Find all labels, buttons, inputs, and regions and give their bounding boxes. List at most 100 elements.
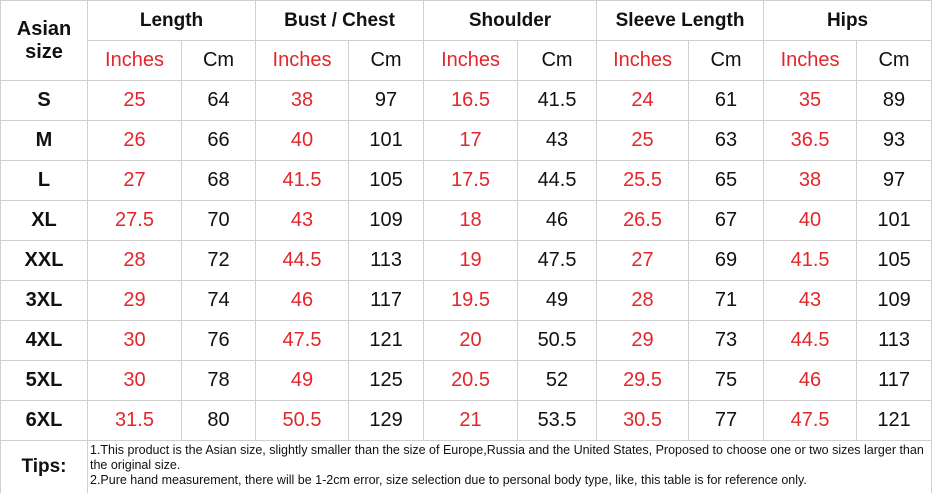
value-cell: 17.5 bbox=[423, 160, 519, 201]
tip-line: 1.This product is the Asian size, slight… bbox=[90, 443, 924, 472]
value-cell: 29 bbox=[596, 320, 690, 361]
tips-text: 1.This product is the Asian size, slight… bbox=[86, 440, 933, 493]
value-cell: 47.5 bbox=[763, 400, 858, 441]
tips-label: Tips: bbox=[0, 440, 88, 493]
group-header: Bust / Chest bbox=[255, 0, 425, 41]
value-cell: 109 bbox=[856, 280, 933, 321]
value-cell: 26 bbox=[87, 120, 182, 161]
size-cell: 6XL bbox=[0, 400, 88, 441]
value-cell: 46 bbox=[255, 280, 350, 321]
value-cell: 21 bbox=[423, 400, 519, 441]
value-cell: 73 bbox=[688, 320, 765, 361]
size-cell: 4XL bbox=[0, 320, 88, 361]
value-cell: 44.5 bbox=[517, 160, 598, 201]
value-cell: 74 bbox=[180, 280, 257, 321]
size-cell: M bbox=[0, 120, 88, 161]
value-cell: 27 bbox=[87, 160, 182, 201]
value-cell: 40 bbox=[255, 120, 350, 161]
value-cell: 53.5 bbox=[517, 400, 598, 441]
value-cell: 43 bbox=[517, 120, 598, 161]
group-header: Hips bbox=[763, 0, 933, 41]
value-cell: 129 bbox=[348, 400, 425, 441]
value-cell: 117 bbox=[856, 360, 933, 401]
value-cell: 89 bbox=[856, 80, 933, 121]
value-cell: 27.5 bbox=[87, 200, 182, 241]
value-cell: 35 bbox=[763, 80, 858, 121]
value-cell: 16.5 bbox=[423, 80, 519, 121]
value-cell: 68 bbox=[180, 160, 257, 201]
data-row: XXL 28 72 44.5 113 19 47.5 27 69 41.5 105 bbox=[0, 240, 933, 281]
unit-header: Cm bbox=[180, 40, 257, 81]
group-header: Shoulder bbox=[423, 0, 598, 41]
data-row: 5XL 30 78 49 125 20.5 52 29.5 75 46 117 bbox=[0, 360, 933, 401]
unit-header: Inches bbox=[255, 40, 350, 81]
value-cell: 40 bbox=[763, 200, 858, 241]
value-cell: 20 bbox=[423, 320, 519, 361]
value-cell: 101 bbox=[348, 120, 425, 161]
value-cell: 30 bbox=[87, 360, 182, 401]
value-cell: 50.5 bbox=[517, 320, 598, 361]
value-cell: 49 bbox=[517, 280, 598, 321]
value-cell: 63 bbox=[688, 120, 765, 161]
data-row: XL 27.5 70 43 109 18 46 26.5 67 40 101 bbox=[0, 200, 933, 241]
value-cell: 52 bbox=[517, 360, 598, 401]
value-cell: 71 bbox=[688, 280, 765, 321]
value-cell: 69 bbox=[688, 240, 765, 281]
size-cell: XL bbox=[0, 200, 88, 241]
value-cell: 117 bbox=[348, 280, 425, 321]
value-cell: 66 bbox=[180, 120, 257, 161]
value-cell: 25 bbox=[596, 120, 690, 161]
header-row: Asian size Length Bust / Chest Shoulder Slee… bbox=[0, 0, 933, 81]
value-cell: 30 bbox=[87, 320, 182, 361]
data-row: 6XL 31.5 80 50.5 129 21 53.5 30.5 77 47.5 121 bbox=[0, 400, 933, 441]
value-cell: 77 bbox=[688, 400, 765, 441]
group-header: Length bbox=[86, 0, 257, 41]
value-cell: 43 bbox=[255, 200, 350, 241]
group-header: Sleeve Length bbox=[596, 0, 765, 41]
tips-row: Tips: 1.This product is the Asian size, s… bbox=[0, 440, 933, 493]
value-cell: 113 bbox=[856, 320, 933, 361]
value-cell: 70 bbox=[180, 200, 257, 241]
value-cell: 101 bbox=[856, 200, 933, 241]
value-cell: 65 bbox=[688, 160, 765, 201]
size-cell: XXL bbox=[0, 240, 88, 281]
value-cell: 36.5 bbox=[763, 120, 858, 161]
value-cell: 43 bbox=[763, 280, 858, 321]
value-cell: 41.5 bbox=[763, 240, 858, 281]
value-cell: 20.5 bbox=[423, 360, 519, 401]
unit-header: Cm bbox=[688, 40, 765, 81]
size-cell: S bbox=[0, 80, 88, 121]
tip-line: 2.Pure hand measurement, there will be 1… bbox=[90, 473, 807, 487]
unit-header: Inches bbox=[596, 40, 690, 81]
value-cell: 97 bbox=[856, 160, 933, 201]
value-cell: 41.5 bbox=[255, 160, 350, 201]
value-cell: 28 bbox=[87, 240, 182, 281]
value-cell: 47.5 bbox=[517, 240, 598, 281]
value-cell: 27 bbox=[596, 240, 690, 281]
value-cell: 24 bbox=[596, 80, 690, 121]
value-cell: 19.5 bbox=[423, 280, 519, 321]
value-cell: 121 bbox=[348, 320, 425, 361]
value-cell: 25.5 bbox=[596, 160, 690, 201]
value-cell: 18 bbox=[423, 200, 519, 241]
value-cell: 29 bbox=[87, 280, 182, 321]
size-header: Asian size bbox=[0, 0, 88, 81]
value-cell: 44.5 bbox=[255, 240, 350, 281]
value-cell: 61 bbox=[688, 80, 765, 121]
value-cell: 105 bbox=[348, 160, 425, 201]
value-cell: 38 bbox=[255, 80, 350, 121]
value-cell: 113 bbox=[348, 240, 425, 281]
data-row: 4XL 30 76 47.5 121 20 50.5 29 73 44.5 113 bbox=[0, 320, 933, 361]
value-cell: 19 bbox=[423, 240, 519, 281]
data-row: M 26 66 40 101 17 43 25 63 36.5 93 bbox=[0, 120, 933, 161]
value-cell: 26.5 bbox=[596, 200, 690, 241]
value-cell: 50.5 bbox=[255, 400, 350, 441]
value-cell: 72 bbox=[180, 240, 257, 281]
value-cell: 109 bbox=[348, 200, 425, 241]
value-cell: 121 bbox=[856, 400, 933, 441]
data-row: 3XL 29 74 46 117 19.5 49 28 71 43 109 bbox=[0, 280, 933, 321]
value-cell: 64 bbox=[180, 80, 257, 121]
